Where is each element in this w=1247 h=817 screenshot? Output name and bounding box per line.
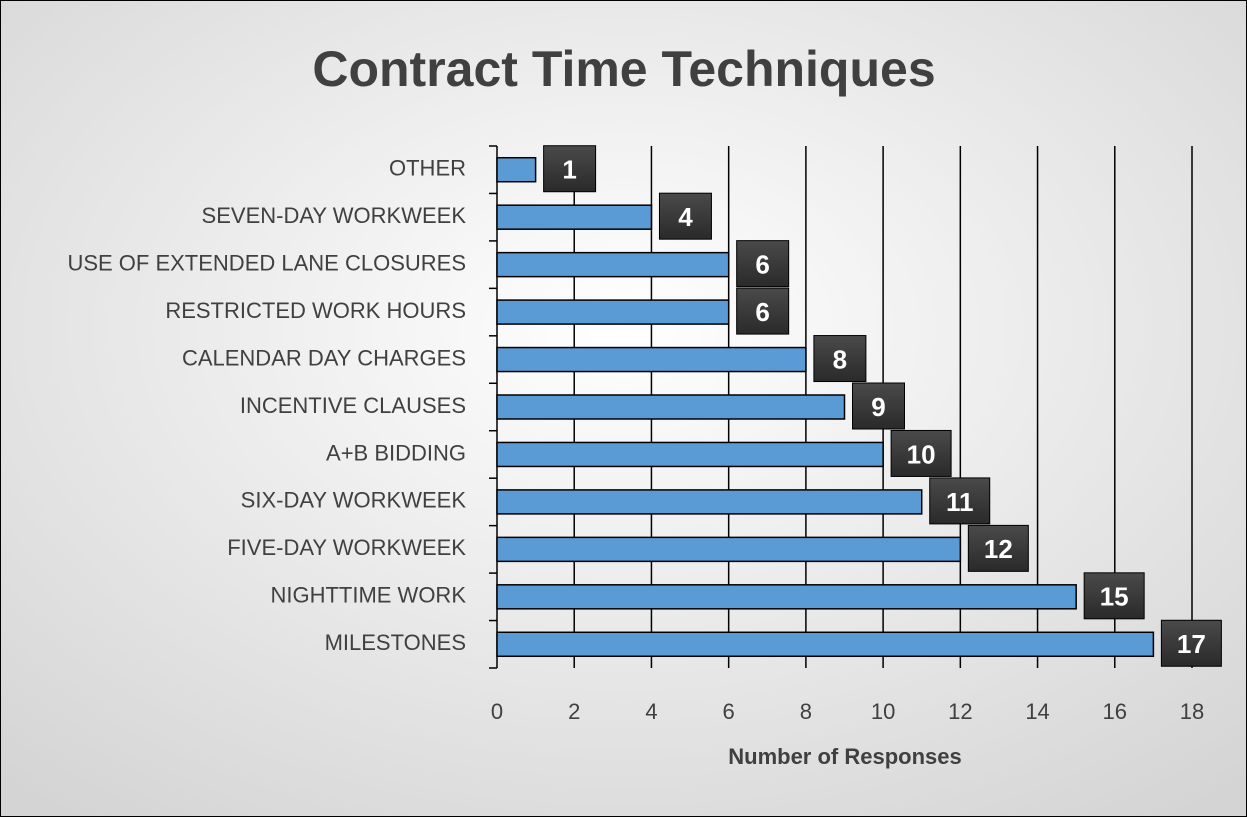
data-label: 12 — [984, 534, 1013, 564]
data-label: 6 — [755, 297, 769, 327]
bar — [496, 536, 962, 563]
data-label: 11 — [946, 487, 974, 517]
y-tick-label: NIGHTTIME WORK — [270, 583, 466, 608]
x-tick-label: 8 — [800, 699, 812, 724]
x-tick-label: 0 — [491, 699, 503, 724]
data-label-box — [543, 145, 597, 193]
y-tick-label: MILESTONES — [325, 630, 466, 655]
data-label-box — [736, 287, 790, 335]
bar — [496, 204, 653, 230]
y-tick-label: SEVEN-DAY WORKWEEK — [202, 203, 467, 228]
bar — [496, 156, 537, 183]
x-tick-label: 2 — [568, 699, 580, 724]
data-label-box — [967, 524, 1029, 572]
data-label-box — [658, 192, 712, 240]
x-tick-label: 4 — [645, 699, 657, 724]
bar — [496, 441, 884, 468]
x-tick-label: 14 — [1025, 699, 1049, 724]
data-label: 9 — [871, 392, 885, 422]
bar — [496, 584, 1077, 610]
data-label: 6 — [755, 250, 769, 280]
x-tick-label: 6 — [723, 699, 735, 724]
data-label-box — [890, 429, 952, 477]
y-tick-label: INCENTIVE CLAUSES — [240, 393, 466, 418]
data-label: 15 — [1100, 582, 1129, 612]
y-tick-label: CALENDAR DAY CHARGES — [182, 345, 466, 370]
data-label-box — [1160, 619, 1222, 667]
x-tick-label: 16 — [1103, 699, 1127, 724]
y-tick-label: USE OF EXTENDED LANE CLOSURES — [67, 250, 466, 275]
x-tick-label: 12 — [948, 699, 972, 724]
x-axis-title: Number of Responses — [728, 744, 962, 769]
data-label-box — [813, 335, 867, 383]
x-tick-label: 18 — [1180, 699, 1204, 724]
bar — [496, 251, 730, 278]
data-label: 10 — [907, 439, 936, 469]
y-tick-label: FIVE-DAY WORKWEEK — [227, 535, 466, 560]
bar — [496, 299, 730, 325]
bar — [496, 346, 807, 373]
x-tick-label: 10 — [871, 699, 895, 724]
data-label-box — [852, 382, 905, 430]
y-tick-label: SIX-DAY WORKWEEK — [241, 488, 467, 513]
data-label: 4 — [678, 202, 693, 232]
data-label: 1 — [562, 155, 576, 185]
bar — [496, 631, 1155, 658]
bar — [496, 489, 923, 515]
bar — [496, 394, 846, 420]
y-tick-label: A+B BIDDING — [326, 440, 466, 465]
data-label: 17 — [1177, 629, 1206, 659]
y-tick-label: OTHER — [389, 156, 466, 181]
y-tick-label: RESTRICTED WORK HOURS — [165, 298, 466, 323]
data-label-box — [1083, 572, 1145, 620]
chart-title: Contract Time Techniques — [312, 41, 935, 97]
data-label-box — [736, 240, 790, 288]
data-label: 8 — [833, 344, 847, 374]
data-label-box — [929, 477, 991, 525]
